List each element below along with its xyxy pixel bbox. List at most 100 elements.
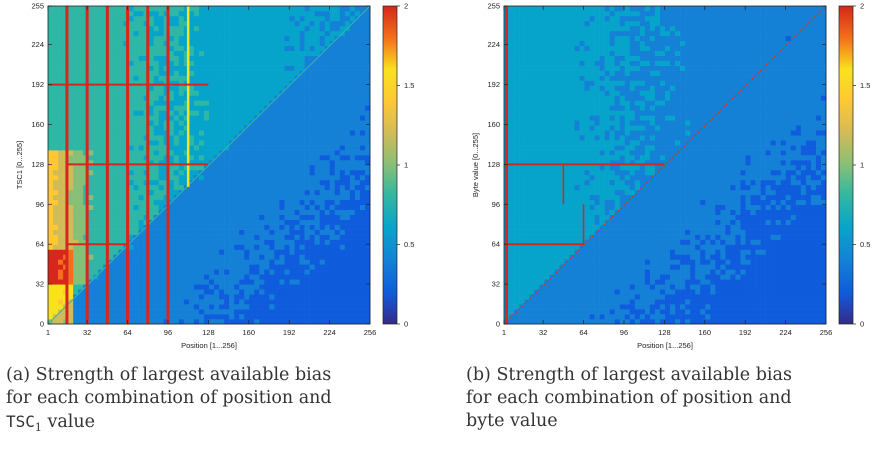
heatmap-cell xyxy=(239,199,245,206)
heatmap-cell xyxy=(519,194,525,201)
heatmap-cell xyxy=(534,199,540,206)
heatmap-cell xyxy=(88,314,94,320)
heatmap-cell xyxy=(284,179,290,186)
heatmap-cell xyxy=(249,55,255,61)
heatmap-cell xyxy=(314,229,320,235)
heatmap-cell xyxy=(529,35,535,42)
heatmap-cell xyxy=(534,55,540,61)
heatmap-cell xyxy=(188,125,195,131)
heatmap-cell xyxy=(559,169,565,176)
heatmap-cell xyxy=(249,269,255,275)
heatmap-cell xyxy=(214,165,220,171)
heatmap-cell xyxy=(559,25,565,32)
heatmap-cell xyxy=(509,135,515,141)
heatmap-cell xyxy=(319,224,326,230)
heatmap-cell xyxy=(274,40,280,47)
heatmap-cell xyxy=(554,65,560,71)
heatmap-cell xyxy=(73,224,79,230)
heatmap-cell xyxy=(48,229,54,235)
heatmap-cell xyxy=(289,40,295,47)
heatmap-cell xyxy=(309,20,315,27)
heatmap-cell xyxy=(324,314,331,320)
heatmap-cell xyxy=(219,100,225,106)
heatmap-cell xyxy=(53,40,59,47)
heatmap-cell xyxy=(349,45,356,52)
heatmap-cell xyxy=(108,140,114,146)
heatmap-cell xyxy=(334,130,341,136)
heatmap-cell xyxy=(118,155,124,161)
heatmap-cell xyxy=(118,279,124,285)
heatmap-cell xyxy=(229,6,235,12)
heatmap-cell xyxy=(108,279,114,285)
heatmap-cell xyxy=(209,85,215,91)
heatmap-cell xyxy=(128,299,134,305)
heatmap-cell xyxy=(259,319,265,325)
heatmap-cell xyxy=(299,194,305,201)
heatmap-cell xyxy=(168,229,175,235)
heatmap-cell xyxy=(329,20,336,27)
heatmap-cell xyxy=(309,130,315,136)
heatmap-cell xyxy=(249,284,255,290)
heatmap-cell xyxy=(319,100,326,106)
heatmap-cell xyxy=(158,45,165,52)
heatmap-cell xyxy=(364,130,371,136)
heatmap-cell xyxy=(359,204,366,211)
heatmap-cell xyxy=(529,279,535,285)
heatmap-cell xyxy=(534,115,540,121)
heatmap-cell xyxy=(279,100,285,106)
heatmap-cell xyxy=(214,115,220,121)
heatmap-cell xyxy=(539,249,545,255)
heatmap-cell xyxy=(73,234,79,240)
heatmap-cell xyxy=(294,259,300,265)
heatmap-cell xyxy=(329,75,336,81)
heatmap-cell xyxy=(509,55,515,61)
heatmap-cell xyxy=(148,115,154,121)
heatmap-cell xyxy=(249,289,255,295)
heatmap-cell xyxy=(113,304,119,310)
heatmap-cell xyxy=(244,224,250,230)
heatmap-cell xyxy=(224,40,230,47)
heatmap-cell xyxy=(158,199,165,206)
heatmap-cell xyxy=(514,234,520,240)
heatmap-cell xyxy=(183,239,190,245)
heatmap-cell xyxy=(519,6,525,12)
heatmap-cell xyxy=(214,229,220,235)
heatmap-cell xyxy=(88,100,94,106)
heatmap-cell xyxy=(148,174,154,181)
heatmap-cell xyxy=(173,289,180,295)
heatmap-cell xyxy=(183,15,190,22)
heatmap-cell xyxy=(183,155,190,161)
heatmap-cell xyxy=(98,95,104,101)
heatmap-cell xyxy=(279,309,285,315)
heatmap-cell xyxy=(299,120,305,126)
heatmap-cell xyxy=(219,174,225,181)
heatmap-cell xyxy=(314,15,320,22)
heatmap-cell xyxy=(294,110,300,116)
heatmap-cell xyxy=(214,30,220,37)
heatmap-cell xyxy=(304,6,310,12)
heatmap-cell xyxy=(319,30,326,37)
heatmap-cell xyxy=(259,229,265,235)
heatmap-cell xyxy=(344,279,351,285)
heatmap-cell xyxy=(214,184,220,191)
heatmap-cell xyxy=(289,105,295,111)
heatmap-cell xyxy=(234,229,240,235)
heatmap-cell xyxy=(203,269,210,275)
heatmap-cell xyxy=(183,90,190,96)
heatmap-cell xyxy=(168,269,175,275)
heatmap-cell xyxy=(173,60,180,66)
heatmap-cell xyxy=(88,264,94,270)
heatmap-cell xyxy=(108,239,114,245)
heatmap-cell xyxy=(178,309,185,315)
heatmap-cell xyxy=(279,125,285,131)
heatmap-cell xyxy=(524,30,530,37)
heatmap-cell xyxy=(98,90,104,96)
heatmap-cell xyxy=(73,150,79,156)
heatmap-cell xyxy=(148,189,154,196)
heatmap-cell xyxy=(239,284,245,290)
heatmap-cell xyxy=(239,289,245,295)
heatmap-cell xyxy=(138,179,144,186)
heatmap-cell xyxy=(554,95,560,101)
heatmap-cell xyxy=(183,279,190,285)
heatmap-cell xyxy=(529,135,535,141)
